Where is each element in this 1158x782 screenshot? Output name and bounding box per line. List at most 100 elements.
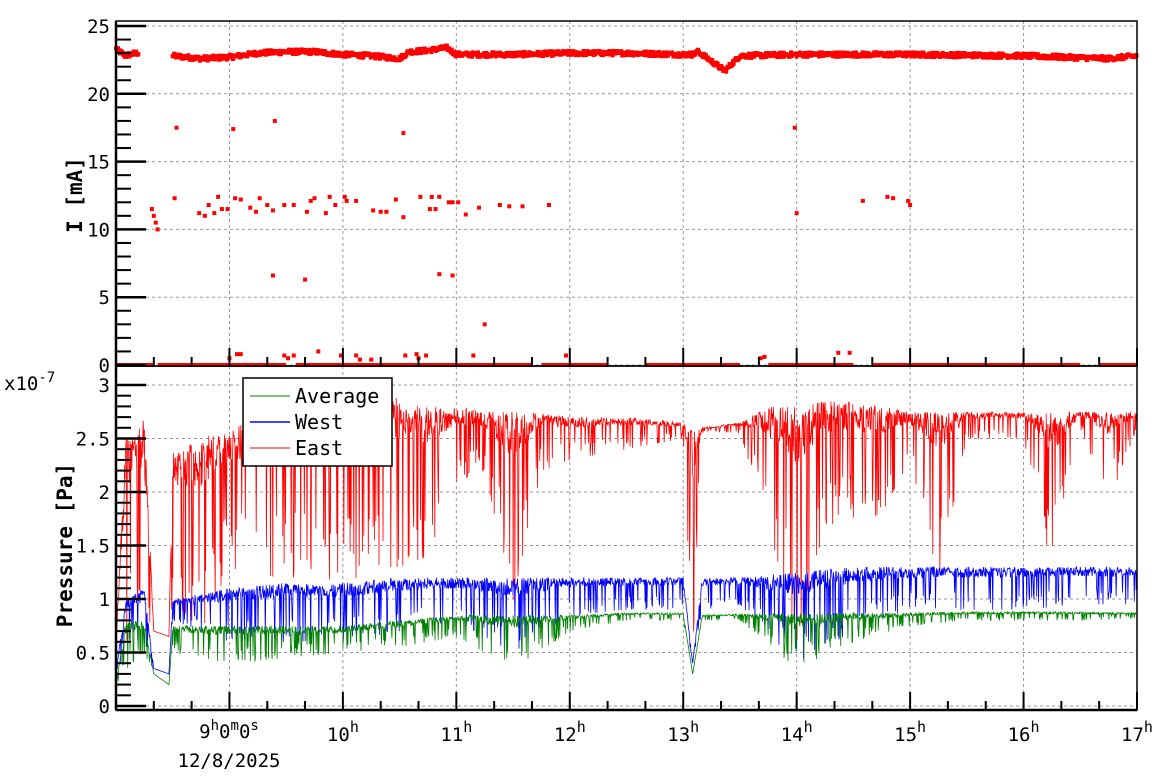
current-decay-point: [155, 227, 160, 232]
current-point: [347, 54, 352, 59]
current-point: [970, 55, 975, 60]
current-outlier-point: [418, 194, 423, 199]
current-point: [348, 50, 353, 55]
current-point: [245, 54, 250, 59]
current-point: [569, 52, 574, 57]
current-point: [884, 53, 889, 58]
current-outlier-point: [401, 131, 406, 136]
current-outlier-point: [357, 357, 362, 362]
current-point: [919, 53, 924, 58]
current-outlier-point: [282, 202, 287, 207]
current-point: [710, 58, 715, 63]
x-tick-label: 13h: [667, 718, 699, 746]
current-point: [306, 51, 311, 56]
current-point: [1102, 58, 1107, 63]
current-outlier-point: [270, 273, 275, 278]
current-point: [1124, 55, 1129, 60]
current-point: [446, 46, 451, 51]
current-point: [1054, 52, 1059, 57]
current-point: [252, 49, 257, 54]
current-point: [343, 54, 348, 59]
current-point: [648, 49, 653, 54]
current-outlier-point: [291, 202, 296, 207]
current-y-tick-label: 10: [87, 219, 110, 241]
current-point: [321, 52, 326, 57]
current-point: [948, 54, 953, 59]
current-outlier-point: [429, 194, 434, 199]
current-outlier-point: [238, 197, 243, 202]
current-point: [376, 52, 381, 57]
current-point: [511, 54, 516, 59]
current-point: [974, 51, 979, 56]
current-point: [1119, 53, 1124, 58]
current-point: [1084, 54, 1089, 59]
current-outlier-point: [906, 198, 911, 203]
current-point: [936, 51, 941, 56]
current-point: [902, 54, 907, 59]
current-point: [449, 47, 454, 52]
current-outlier-point: [401, 215, 406, 220]
current-outlier-point: [231, 127, 236, 132]
current-point: [800, 51, 805, 56]
current-outlier-point: [891, 196, 896, 201]
current-point: [277, 48, 282, 53]
current-point: [534, 53, 539, 58]
x-tick-label: 16h: [1008, 718, 1040, 746]
current-point: [371, 52, 376, 57]
current-point: [780, 54, 785, 59]
current-point: [655, 53, 660, 58]
current-outlier-point: [323, 211, 328, 216]
current-point: [1063, 57, 1068, 62]
current-zero-run: [541, 363, 608, 367]
current-point: [584, 52, 589, 57]
pressure-y-tick-label: 2.5: [76, 429, 110, 451]
current-point: [582, 53, 587, 58]
current-point: [124, 54, 129, 59]
current-point: [266, 48, 271, 53]
current-point: [979, 52, 984, 57]
current-outlier-point: [393, 197, 398, 202]
current-point: [310, 50, 315, 55]
current-point: [938, 54, 943, 59]
current-zero-run: [872, 363, 1081, 367]
current-point: [944, 52, 949, 57]
current-point: [384, 54, 389, 59]
current-point: [724, 69, 729, 74]
current-point: [398, 57, 403, 62]
current-point: [1085, 57, 1090, 62]
current-zero-run: [768, 363, 854, 367]
axes: 0 5 10 15 20 25 0 0.5 1 1.5 2 2.5 3: [76, 16, 1138, 718]
current-data: [114, 43, 1139, 367]
current-point: [1058, 52, 1063, 57]
pressure-exponent: x10-7: [4, 370, 55, 395]
current-point: [1024, 55, 1029, 60]
current-point: [613, 51, 618, 56]
current-point: [653, 53, 658, 58]
current-point: [1114, 56, 1119, 61]
current-point: [662, 50, 667, 55]
current-outlier-point: [424, 353, 429, 358]
current-point: [523, 50, 528, 55]
current-point: [962, 51, 967, 56]
current-point: [496, 53, 501, 58]
current-outlier-point: [354, 353, 359, 358]
current-outlier-point: [482, 322, 487, 327]
current-outlier-point: [794, 211, 799, 216]
current-outlier-point: [471, 353, 476, 358]
current-point: [840, 54, 845, 59]
legend: Average West East: [242, 377, 393, 467]
current-point: [684, 51, 689, 56]
current-point: [701, 51, 706, 56]
x-date-label: 12/8/2025: [178, 750, 281, 772]
current-outlier-point: [792, 125, 797, 130]
legend-label-average: Average: [295, 384, 379, 408]
current-outlier-point: [354, 198, 359, 203]
current-point: [829, 51, 834, 56]
current-point: [313, 47, 318, 52]
current-outlier-point: [762, 354, 767, 359]
current-point: [547, 51, 552, 56]
current-point: [444, 43, 449, 48]
current-point: [794, 54, 799, 59]
current-point: [361, 55, 366, 60]
